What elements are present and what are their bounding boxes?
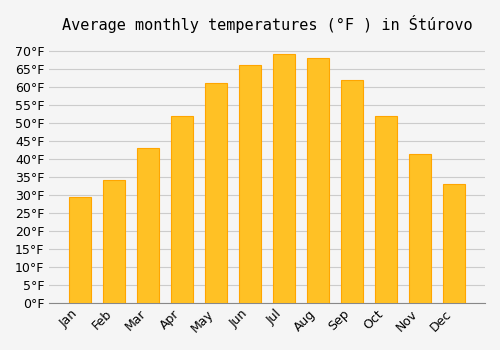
Bar	[375, 116, 397, 303]
Bar	[341, 80, 363, 303]
Title: Average monthly temperatures (°F ) in Śtúrovo: Average monthly temperatures (°F ) in Śt…	[62, 15, 472, 33]
Bar	[273, 54, 295, 303]
Bar	[103, 181, 126, 303]
Bar	[69, 197, 92, 303]
Bar	[443, 184, 465, 303]
Bar	[205, 83, 227, 303]
Bar	[307, 58, 329, 303]
Bar	[171, 116, 193, 303]
Bar	[137, 148, 159, 303]
Bar	[239, 65, 261, 303]
Bar	[409, 154, 431, 303]
